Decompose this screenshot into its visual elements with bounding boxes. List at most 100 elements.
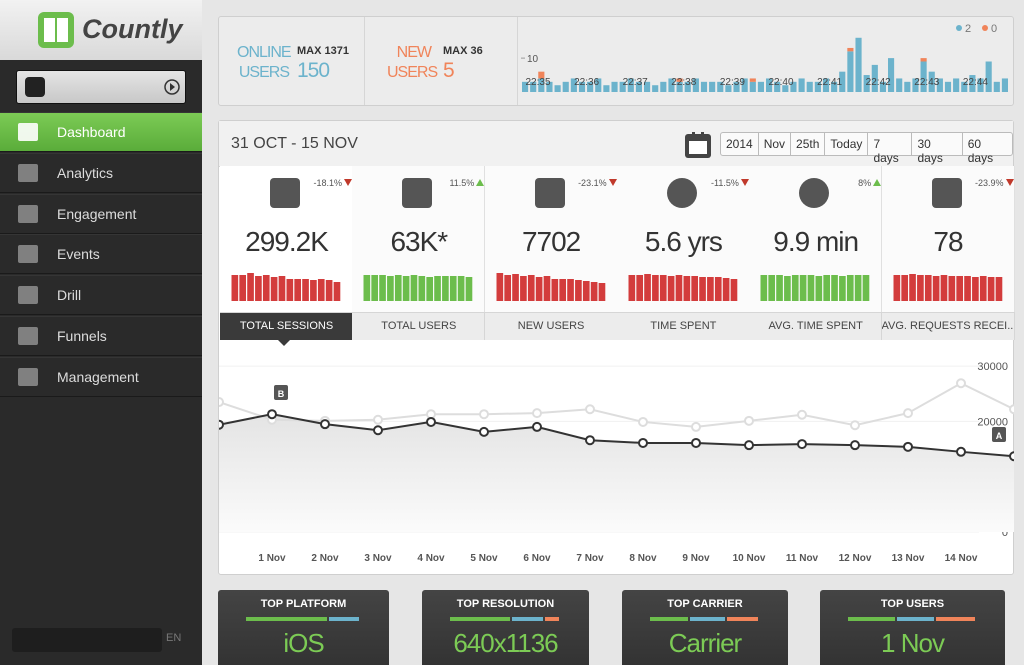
x-tick-label: 22:38 [671,77,696,88]
point [219,397,224,408]
date-button[interactable]: 7 days [867,133,911,165]
menu-item[interactable]: Dashboard [0,112,202,152]
menu-item[interactable]: Events [0,234,202,275]
divider [364,17,365,105]
legend-label: 2 [965,23,971,35]
trend-arrow [344,179,352,186]
share-bar [897,617,934,621]
spark-bar [535,277,543,301]
realtime-chart: 10 22:35 22:36 22:37 22:38 22:39 22:40 22:41 22:… [521,23,1008,92]
realtime-bar [936,78,943,92]
metric[interactable]: 8% 9.9 min [749,166,883,312]
summary-card: TOP PLATFORM iOS [218,590,389,665]
search-box[interactable] [12,628,162,652]
date-button[interactable]: Today [824,133,867,155]
realtime-bar [749,78,756,82]
spark-bar [893,275,900,301]
metric-tab[interactable]: TIME SPENT [616,312,750,340]
metric-icon [931,178,962,208]
menu-item[interactable]: Drill [0,275,202,316]
date-button[interactable]: 2014 [726,137,753,151]
point [373,425,383,436]
spark-bar [458,276,465,301]
realtime-bar [977,78,984,92]
menu-icon [18,163,38,182]
metric[interactable]: 11.5% 63K* [352,166,486,312]
language[interactable]: EN [166,632,182,644]
menu-item[interactable]: Management [0,356,202,397]
spark-bar [255,276,262,301]
spark-bar [387,276,395,301]
trend-arrow [608,179,617,186]
point [585,404,595,415]
point [744,440,754,451]
menu-icon [18,327,38,345]
spark-bar [760,275,768,301]
x-tick-label: 11 Nov [786,553,819,564]
x-tick-label: 3 Nov [364,553,392,564]
card-title: TOP CARRIER [667,598,743,610]
metric-tab[interactable]: AVG. REQUESTS RECEI... [881,312,1015,340]
card-title: TOP USERS [880,598,945,610]
metric-tab[interactable]: TOTAL USERS [352,312,486,340]
realtime-bar [790,81,797,92]
share-bar [512,617,544,621]
date-button[interactable]: 25th [790,133,824,155]
realtime-bar [522,81,529,92]
line [219,413,1014,458]
menu-item[interactable]: Engagement [0,193,202,234]
metric-tab[interactable]: TOTAL SESSIONS [220,312,353,340]
spark-bar [932,276,939,301]
realtime-bar [611,81,618,92]
realtime-bar [595,78,602,92]
realtime-bar [920,61,927,92]
area [219,414,1014,532]
spark-bar [644,274,651,301]
menu-icon [18,286,38,305]
spark-bar [270,277,278,301]
app-selector[interactable] [16,70,186,104]
logo-text: Countly [82,14,183,44]
metric-change: 8% [858,178,872,188]
metric-tab[interactable]: AVG. TIME SPENT [749,312,883,340]
spark-bar [558,279,566,301]
metric-change: 11.5% [449,178,475,188]
summary-card: TOP USERS 1 Nov [820,590,1005,665]
x-tick-label: 22:40 [768,77,793,88]
spark-bar [706,277,714,301]
tab-pointer [278,340,290,346]
spark-bar [503,275,511,301]
x-tick-label: 8 Nov [629,553,657,564]
spark-bar [900,275,908,301]
realtime-bar [928,71,935,92]
date-button[interactable]: Nov [757,133,790,155]
trend-arrow [1005,179,1014,186]
realtime-bar [798,78,805,92]
menu-item[interactable]: Analytics [0,152,202,193]
date-button[interactable]: 30 days [911,133,961,165]
realtime-bar [993,81,1000,92]
metric[interactable]: -23.1% 7702 [484,166,618,312]
new-max: MAX 36 [443,45,483,57]
spark-bar [231,275,239,301]
x-tick-label: 22:43 [914,77,939,88]
date-button[interactable]: 60 days [961,133,1012,165]
x-tick-label: 7 Nov [576,553,604,564]
realtime-bar [546,81,553,92]
spark-bar [410,275,418,301]
metric[interactable]: -18.1% 299.2K [220,166,353,312]
realtime-bar [619,81,626,92]
legend-dot [982,25,988,31]
card-value: Carrier [668,628,742,658]
metric[interactable]: -11.5% 5.6 yrs [616,166,750,312]
calendar-icon[interactable] [684,131,712,159]
point [691,421,701,432]
metric-icon [402,178,433,208]
x-tick-label: 12 Nov [839,553,872,564]
tab-label: NEW USERS [517,320,585,332]
realtime-bar [538,71,545,79]
metric-change: -11.5% [711,178,739,188]
metric-tab[interactable]: NEW USERS [484,312,618,340]
metric[interactable]: -23.9% 78 [881,166,1015,312]
menu-item[interactable]: Funnels [0,316,202,356]
